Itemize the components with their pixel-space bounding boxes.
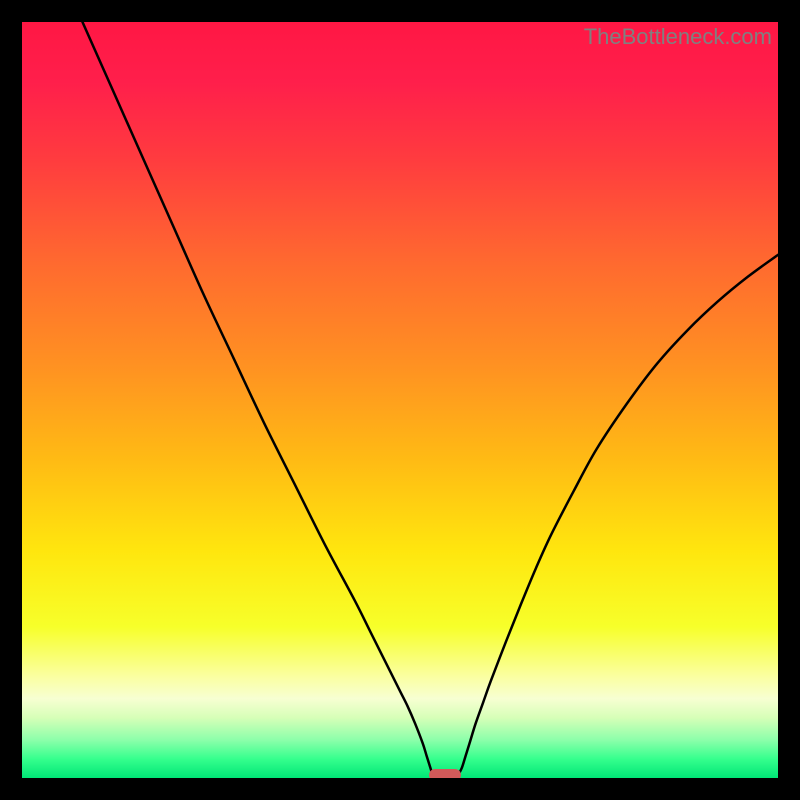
- chart-frame: TheBottleneck.com: [0, 0, 800, 800]
- watermark-text: TheBottleneck.com: [584, 24, 772, 50]
- gradient-background: [22, 22, 778, 778]
- minimum-marker: [429, 769, 461, 778]
- plot-area: TheBottleneck.com: [22, 22, 778, 778]
